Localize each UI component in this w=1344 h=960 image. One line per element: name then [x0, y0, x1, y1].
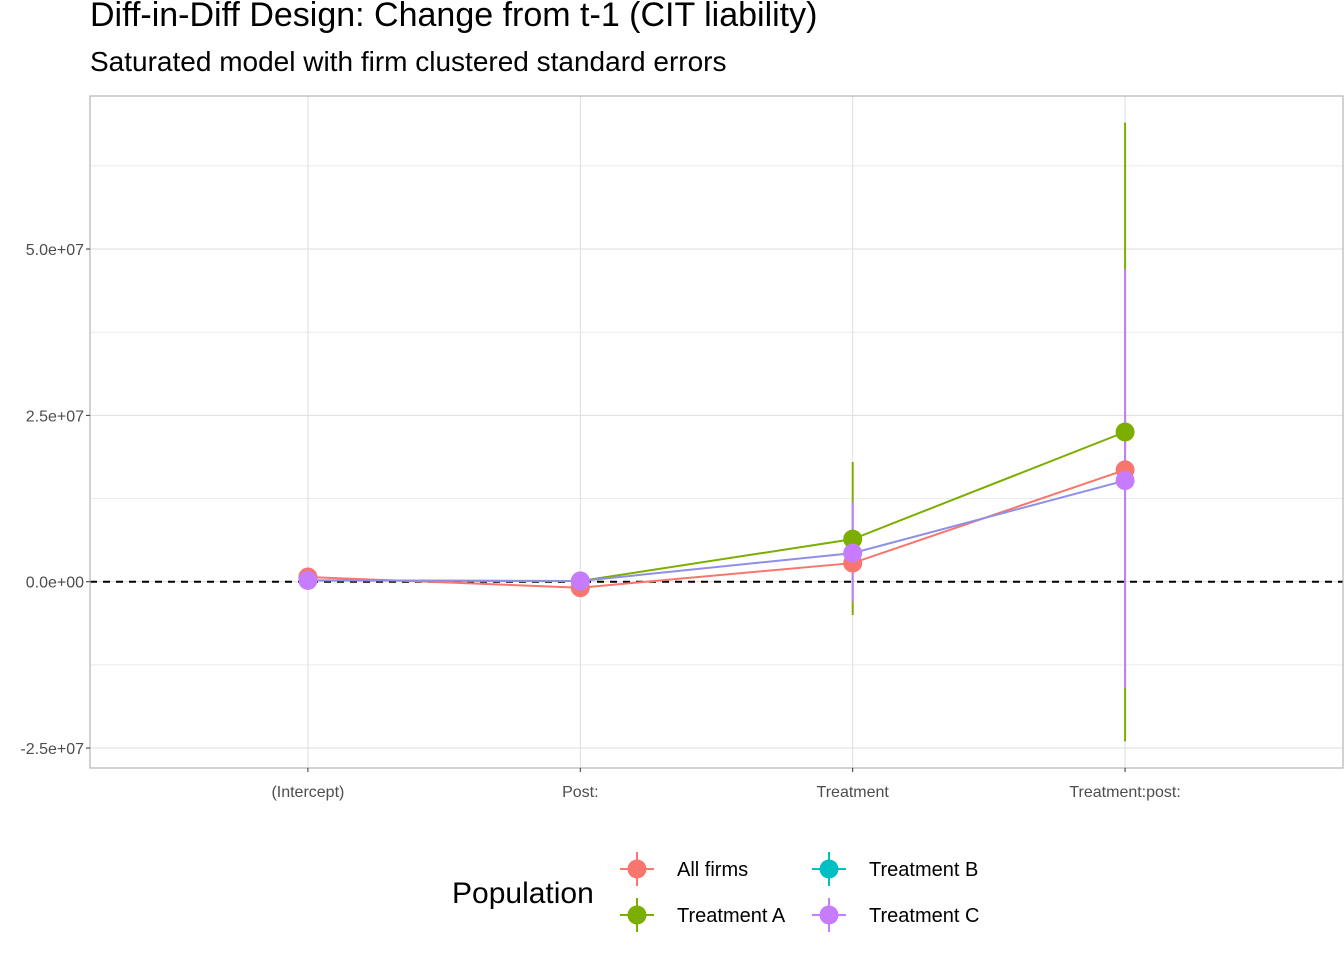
- legend-key-point: [819, 859, 839, 879]
- legend-label: All firms: [677, 859, 748, 881]
- chart-subtitle: Saturated model with firm clustered stan…: [90, 46, 727, 77]
- x-tick-label: Post:: [562, 784, 598, 801]
- x-tick-label: Treatment: [817, 784, 890, 801]
- tick-layer: -2.5e+07 0.0e+00 2.5e+07 5.0e+07 (Intercept)…: [20, 242, 1180, 801]
- legend-label: Treatment B: [869, 859, 978, 881]
- data-point: [1115, 471, 1135, 491]
- y-tick-label: 2.5e+07: [26, 408, 84, 425]
- x-tick-label: Treatment:post:: [1069, 784, 1180, 801]
- legend-key-point: [627, 859, 647, 879]
- y-tick-label: -2.5e+07: [20, 741, 84, 758]
- legend-item: All firms: [620, 852, 748, 886]
- data-point: [298, 570, 318, 590]
- legend-item: Treatment A: [620, 898, 786, 932]
- data-point: [843, 543, 863, 563]
- legend-label: Treatment C: [869, 905, 979, 927]
- y-tick-label: 5.0e+07: [26, 242, 84, 259]
- data-point: [570, 571, 590, 591]
- grid-layer: [90, 96, 1343, 768]
- chart-title: Diff-in-Diff Design: Change from t-1 (CI…: [90, 0, 818, 34]
- panel-background: [90, 96, 1343, 768]
- panel-border: [89, 95, 1344, 769]
- legend-label: Treatment A: [677, 905, 786, 927]
- legend-key-point: [627, 905, 647, 925]
- y-tick-label: 0.0e+00: [26, 575, 84, 592]
- legend-title: Population: [452, 877, 594, 910]
- data-point: [843, 529, 863, 549]
- legend-item: Treatment C: [812, 898, 979, 932]
- legend: Population All firms Treatment A Treatment …: [452, 852, 979, 932]
- data-point: [1115, 422, 1135, 442]
- legend-item: Treatment B: [812, 852, 978, 886]
- series-layer: [298, 122, 1135, 742]
- legend-key-point: [819, 905, 839, 925]
- series-line: [307, 479, 1126, 583]
- x-tick-label: (Intercept): [271, 784, 344, 801]
